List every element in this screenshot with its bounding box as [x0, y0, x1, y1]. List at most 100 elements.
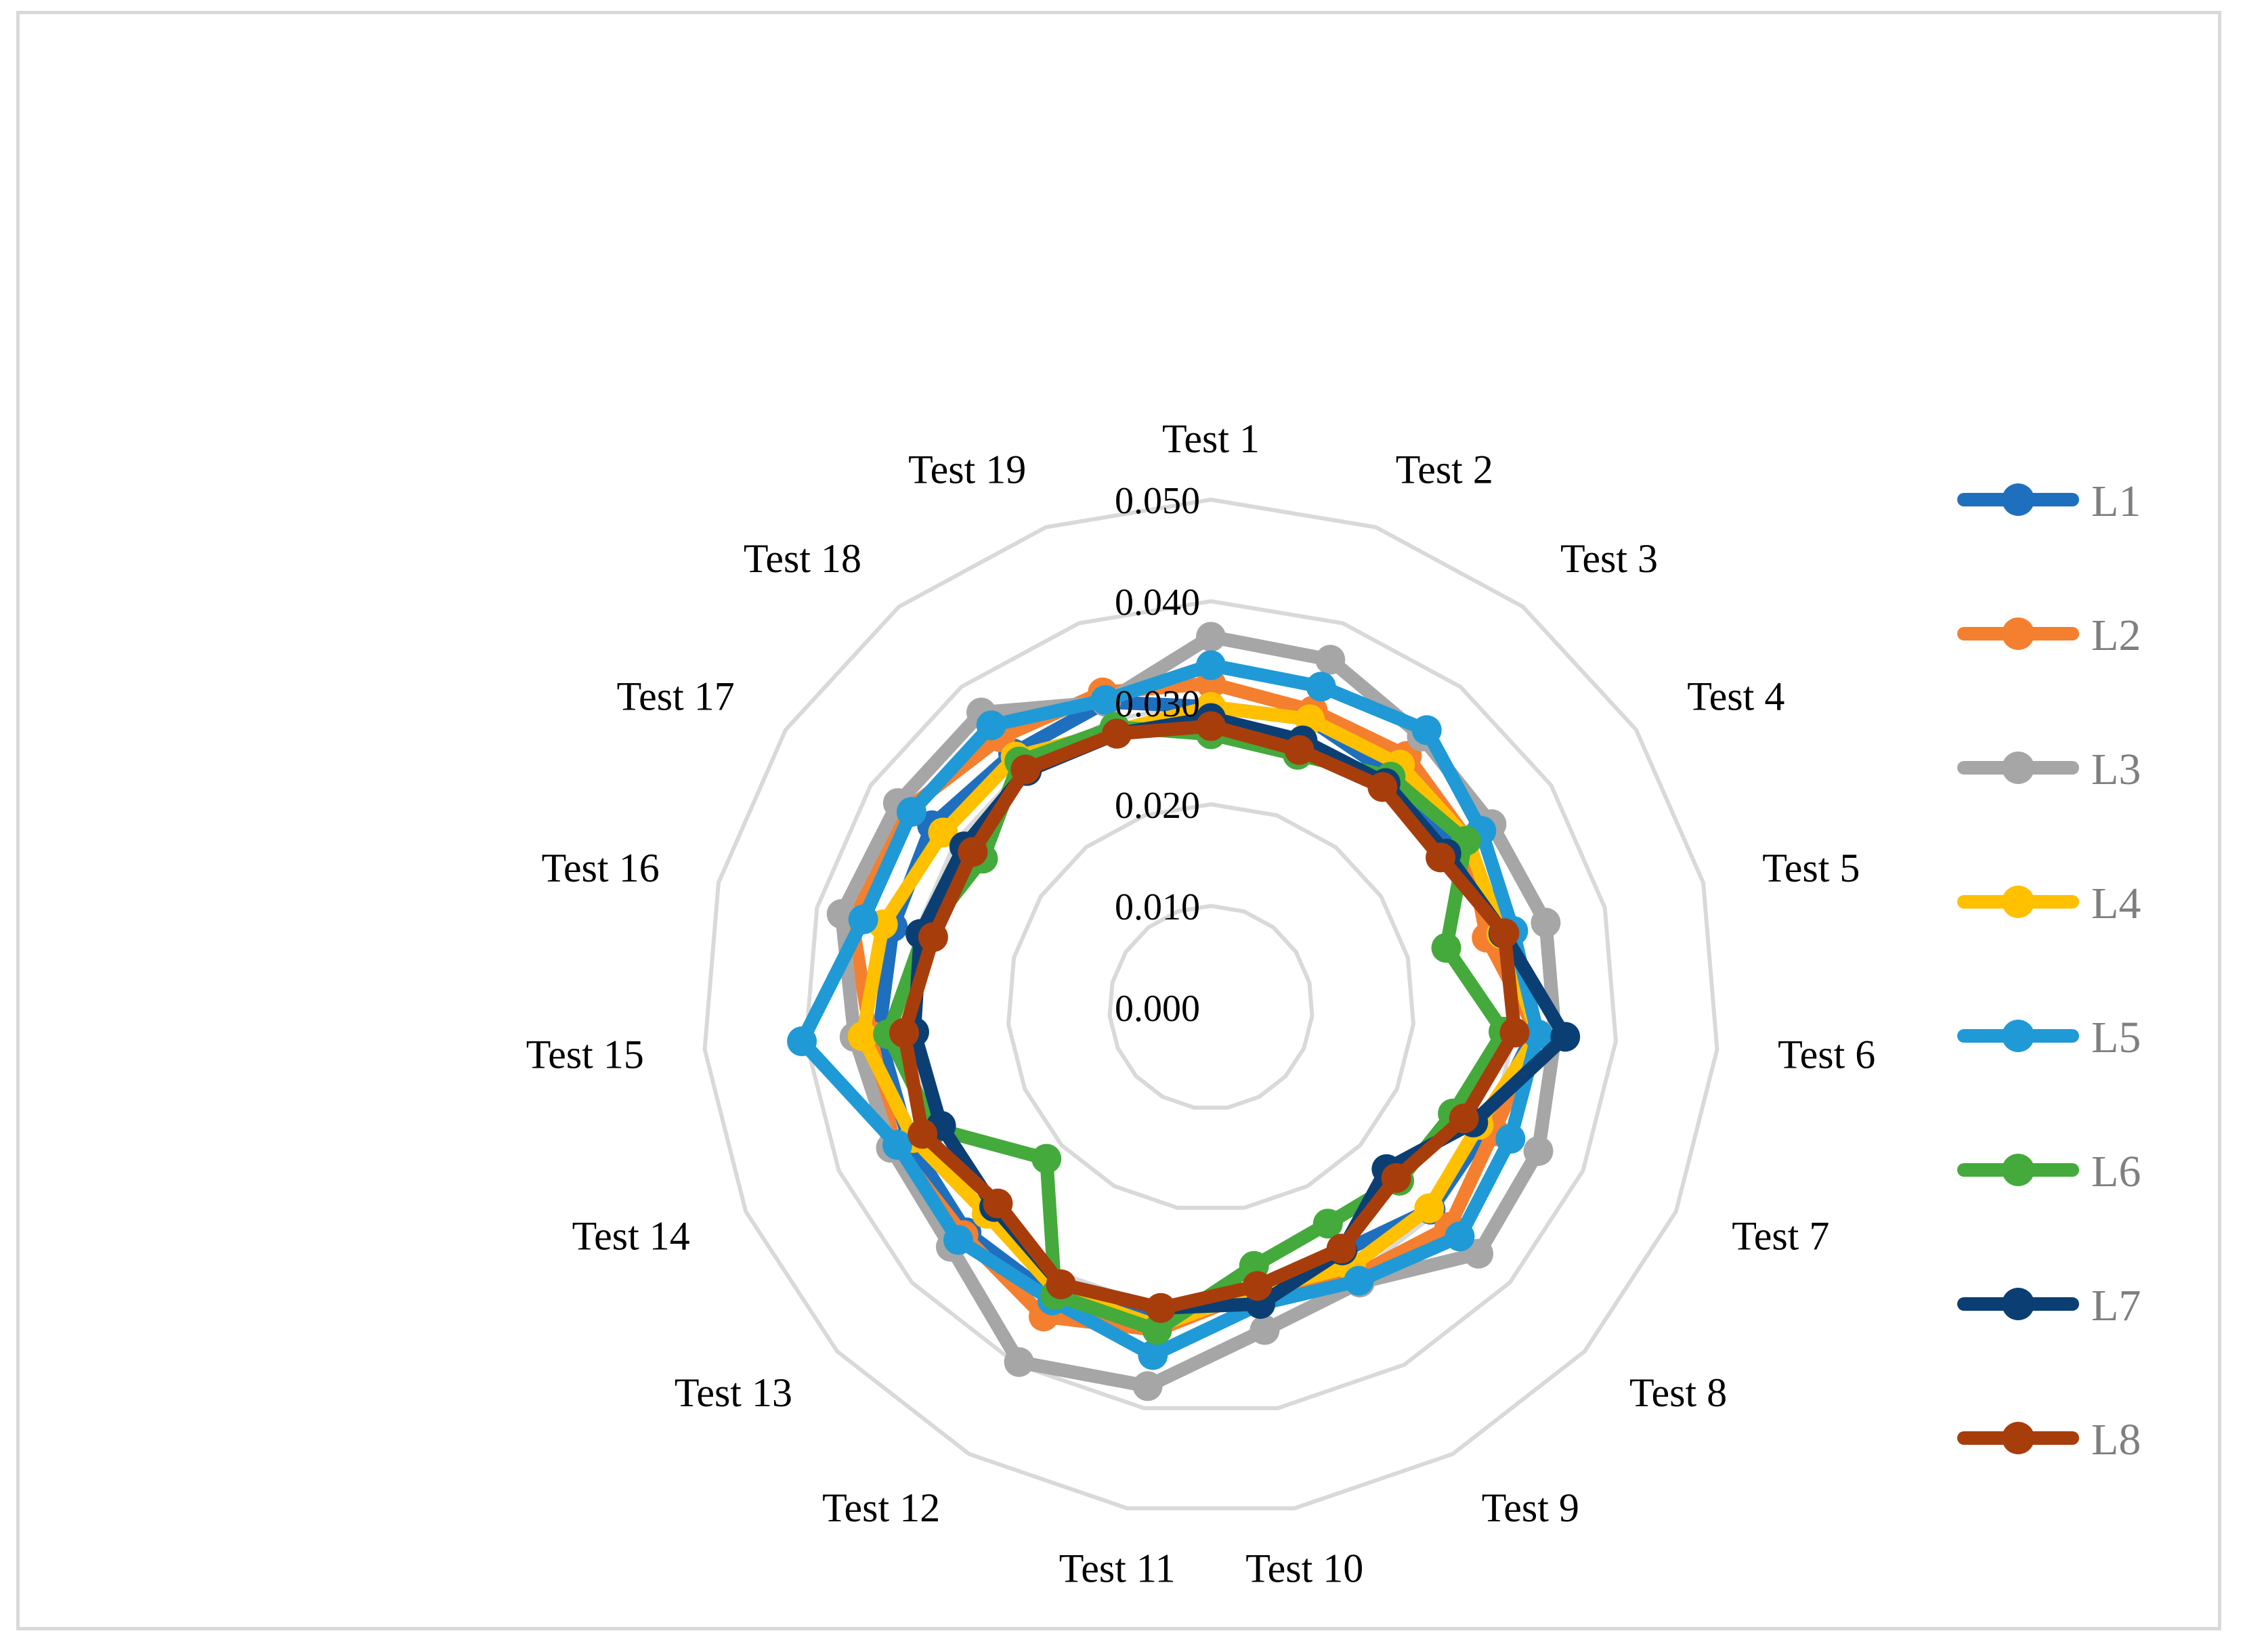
data-point-L8-7 [1449, 1103, 1479, 1133]
axis-label-6: Test 6 [1778, 1032, 1875, 1077]
legend-marker-L1 [2002, 483, 2034, 516]
legend-marker-L4 [2002, 886, 2034, 918]
legend-label-L4: L4 [2091, 879, 2141, 928]
data-point-L5-6 [1522, 1020, 1553, 1050]
tick-label-0.020: 0.020 [1115, 785, 1200, 827]
legend-label-L2: L2 [2091, 611, 2141, 660]
axis-label-14: Test 14 [572, 1213, 690, 1258]
legend-label-L3: L3 [2091, 745, 2141, 794]
legend-item-L4: L4 [1957, 879, 2141, 928]
axis-label-12: Test 12 [822, 1485, 940, 1530]
series-line-L5 [795, 658, 1545, 1362]
data-point-L3-5 [1531, 907, 1561, 938]
legend-label-L7: L7 [2091, 1281, 2141, 1330]
legend-item-L7: L7 [1957, 1281, 2141, 1330]
axis-label-4: Test 4 [1687, 674, 1785, 719]
data-point-L5-9 [1344, 1265, 1374, 1296]
legend-marker-L3 [2002, 752, 2034, 784]
axis-label-18: Test 18 [744, 536, 861, 581]
axis-label-19: Test 19 [908, 448, 1026, 492]
series-L8 [889, 711, 1530, 1323]
grid-ring-0.050 [702, 497, 1719, 1510]
data-point-L8-18 [1010, 754, 1041, 785]
legend-marker-L8 [2002, 1422, 2034, 1454]
grid-ring-0.010 [1107, 903, 1315, 1110]
axis-label-3: Test 3 [1560, 536, 1658, 581]
data-point-L3-10 [1249, 1315, 1280, 1345]
legend-label-L8: L8 [2091, 1415, 2141, 1464]
data-point-L8-2 [1284, 735, 1315, 765]
data-point-L5-13 [943, 1225, 973, 1255]
data-point-L8-4 [1426, 842, 1456, 873]
series-layer [787, 622, 1581, 1401]
data-point-L6-11 [1142, 1315, 1172, 1345]
data-point-L8-1 [1196, 711, 1226, 741]
axis-label-2: Test 2 [1396, 448, 1493, 492]
tick-label-0.000: 0.000 [1115, 988, 1200, 1030]
data-point-L4-17 [928, 817, 958, 848]
data-point-L5-11 [1138, 1340, 1168, 1370]
legend-item-L1: L1 [1957, 477, 2141, 526]
legend-item-L5: L5 [1957, 1013, 2141, 1062]
axis-label-10: Test 10 [1245, 1546, 1363, 1591]
data-point-L3-11 [1132, 1371, 1163, 1401]
data-point-L3-12 [1004, 1347, 1034, 1377]
grid-ring-0.020 [1006, 802, 1416, 1210]
tick-labels: 0.000 0.010 0.020 0.030 0.040 0.050 [1115, 480, 1200, 1030]
legend-marker-L5 [2002, 1020, 2034, 1052]
data-point-L4-15 [847, 1021, 878, 1051]
data-point-L4-8 [1414, 1193, 1445, 1223]
data-point-L8-9 [1326, 1234, 1357, 1264]
legend-label-L6: L6 [2091, 1147, 2141, 1196]
axis-label-11: Test 11 [1059, 1546, 1176, 1591]
series-line-L8 [897, 719, 1522, 1315]
data-point-L7-6 [1550, 1022, 1581, 1052]
legend: L1 L2 L3 L4 L5 L6 L7 L8 [1957, 477, 2141, 1464]
axis-label-9: Test 9 [1482, 1485, 1579, 1530]
axis-label-1: Test 1 [1162, 416, 1260, 461]
data-point-L5-8 [1445, 1221, 1475, 1252]
data-point-L5-15 [787, 1026, 817, 1057]
data-point-L8-14 [907, 1118, 938, 1149]
data-point-L3-2 [1315, 645, 1346, 675]
axis-label-13: Test 13 [675, 1370, 792, 1415]
data-point-L8-11 [1145, 1292, 1176, 1323]
data-point-L6-5 [1431, 932, 1461, 963]
data-point-L5-17 [896, 797, 926, 827]
legend-item-L8: L8 [1957, 1415, 2141, 1464]
legend-item-L3: L3 [1957, 745, 2141, 794]
data-point-L8-15 [889, 1018, 920, 1048]
data-point-L5-19 [1090, 685, 1121, 716]
data-point-L8-16 [918, 922, 948, 953]
series-line-L3 [834, 630, 1562, 1393]
legend-item-L2: L2 [1957, 611, 2141, 660]
data-point-L3-7 [1523, 1136, 1554, 1167]
tick-label-0.040: 0.040 [1115, 582, 1200, 624]
data-point-L8-8 [1381, 1162, 1411, 1193]
axis-label-15: Test 15 [526, 1032, 644, 1077]
axis-label-5: Test 5 [1762, 846, 1860, 890]
tick-label-0.030: 0.030 [1115, 683, 1200, 725]
legend-marker-L2 [2002, 617, 2034, 650]
data-point-L5-1 [1196, 650, 1226, 680]
axis-label-16: Test 16 [542, 846, 660, 890]
tick-label-0.050: 0.050 [1115, 480, 1200, 522]
data-point-L8-6 [1499, 1018, 1530, 1048]
data-point-L3-1 [1196, 622, 1226, 652]
data-point-L5-2 [1306, 672, 1336, 702]
data-point-L8-19 [1102, 718, 1132, 749]
data-point-L8-12 [1046, 1269, 1076, 1299]
legend-marker-L7 [2002, 1288, 2034, 1320]
legend-item-L6: L6 [1957, 1147, 2141, 1196]
data-point-L5-3 [1411, 715, 1442, 745]
data-point-L8-17 [958, 837, 988, 867]
axis-label-8: Test 8 [1629, 1370, 1727, 1415]
data-point-L8-10 [1242, 1271, 1273, 1301]
data-point-L6-9 [1312, 1209, 1343, 1239]
legend-label-L1: L1 [2091, 477, 2141, 526]
legend-label-L5: L5 [2091, 1013, 2141, 1062]
data-point-L8-3 [1367, 772, 1398, 802]
data-point-L8-5 [1489, 918, 1520, 949]
data-point-L6-13 [1031, 1144, 1062, 1174]
